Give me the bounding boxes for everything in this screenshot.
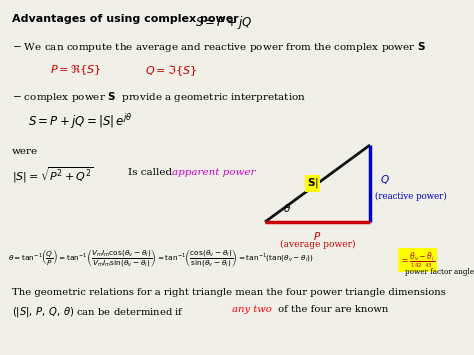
- Text: $S = P + jQ$: $S = P + jQ$: [195, 14, 253, 31]
- Text: Is called: Is called: [128, 168, 172, 177]
- Text: power factor angle: power factor angle: [405, 268, 474, 276]
- Text: $\mathbf{S}|$: $\mathbf{S}|$: [307, 176, 319, 191]
- Text: of the four are known: of the four are known: [275, 305, 388, 314]
- Text: Advantages of using complex power: Advantages of using complex power: [12, 14, 239, 24]
- Text: (reactive power): (reactive power): [375, 191, 447, 201]
- Text: $Q$: $Q$: [380, 173, 390, 186]
- Text: $P$: $P$: [313, 230, 322, 242]
- Text: (average power): (average power): [280, 240, 355, 249]
- Text: $|S|=\sqrt{P^2+Q^2}$: $|S|=\sqrt{P^2+Q^2}$: [12, 165, 94, 185]
- Text: $P=\Re\{S\}$: $P=\Re\{S\}$: [50, 63, 101, 77]
- Text: $Q=\Im\{S\}$: $Q=\Im\{S\}$: [145, 63, 197, 78]
- Text: $\theta=\tan^{-1}\!\left(\dfrac{Q}{P}\right)=\tan^{-1}\!\left(\dfrac{V_m I_m\cos: $\theta=\tan^{-1}\!\left(\dfrac{Q}{P}\ri…: [8, 247, 314, 268]
- Text: apparent power: apparent power: [172, 168, 255, 177]
- Text: $\theta$: $\theta$: [283, 202, 291, 214]
- Text: $=\dfrac{\theta_v-\theta_i}{{}_{1}{}_{4}{}_{2}\ {}_{4}{}_{3}}$: $=\dfrac{\theta_v-\theta_i}{{}_{1}{}_{4}…: [400, 250, 435, 270]
- Text: were: were: [12, 147, 38, 156]
- Text: $S = P + jQ = |S|\,e^{j\theta}$: $S = P + jQ = |S|\,e^{j\theta}$: [28, 112, 133, 131]
- Text: The geometric relations for a right triangle mean the four power triangle dimens: The geometric relations for a right tria…: [12, 288, 446, 297]
- Text: any two: any two: [232, 305, 272, 314]
- Text: $-$ complex power $\mathbf{S}$  provide a geometric interpretation: $-$ complex power $\mathbf{S}$ provide a…: [12, 90, 306, 104]
- Text: $-$ We can compute the average and reactive power from the complex power $\mathb: $-$ We can compute the average and react…: [12, 40, 426, 54]
- Text: $(|S|,\,P,\,Q,\,\theta)$ can be determined if: $(|S|,\,P,\,Q,\,\theta)$ can be determin…: [12, 305, 184, 319]
